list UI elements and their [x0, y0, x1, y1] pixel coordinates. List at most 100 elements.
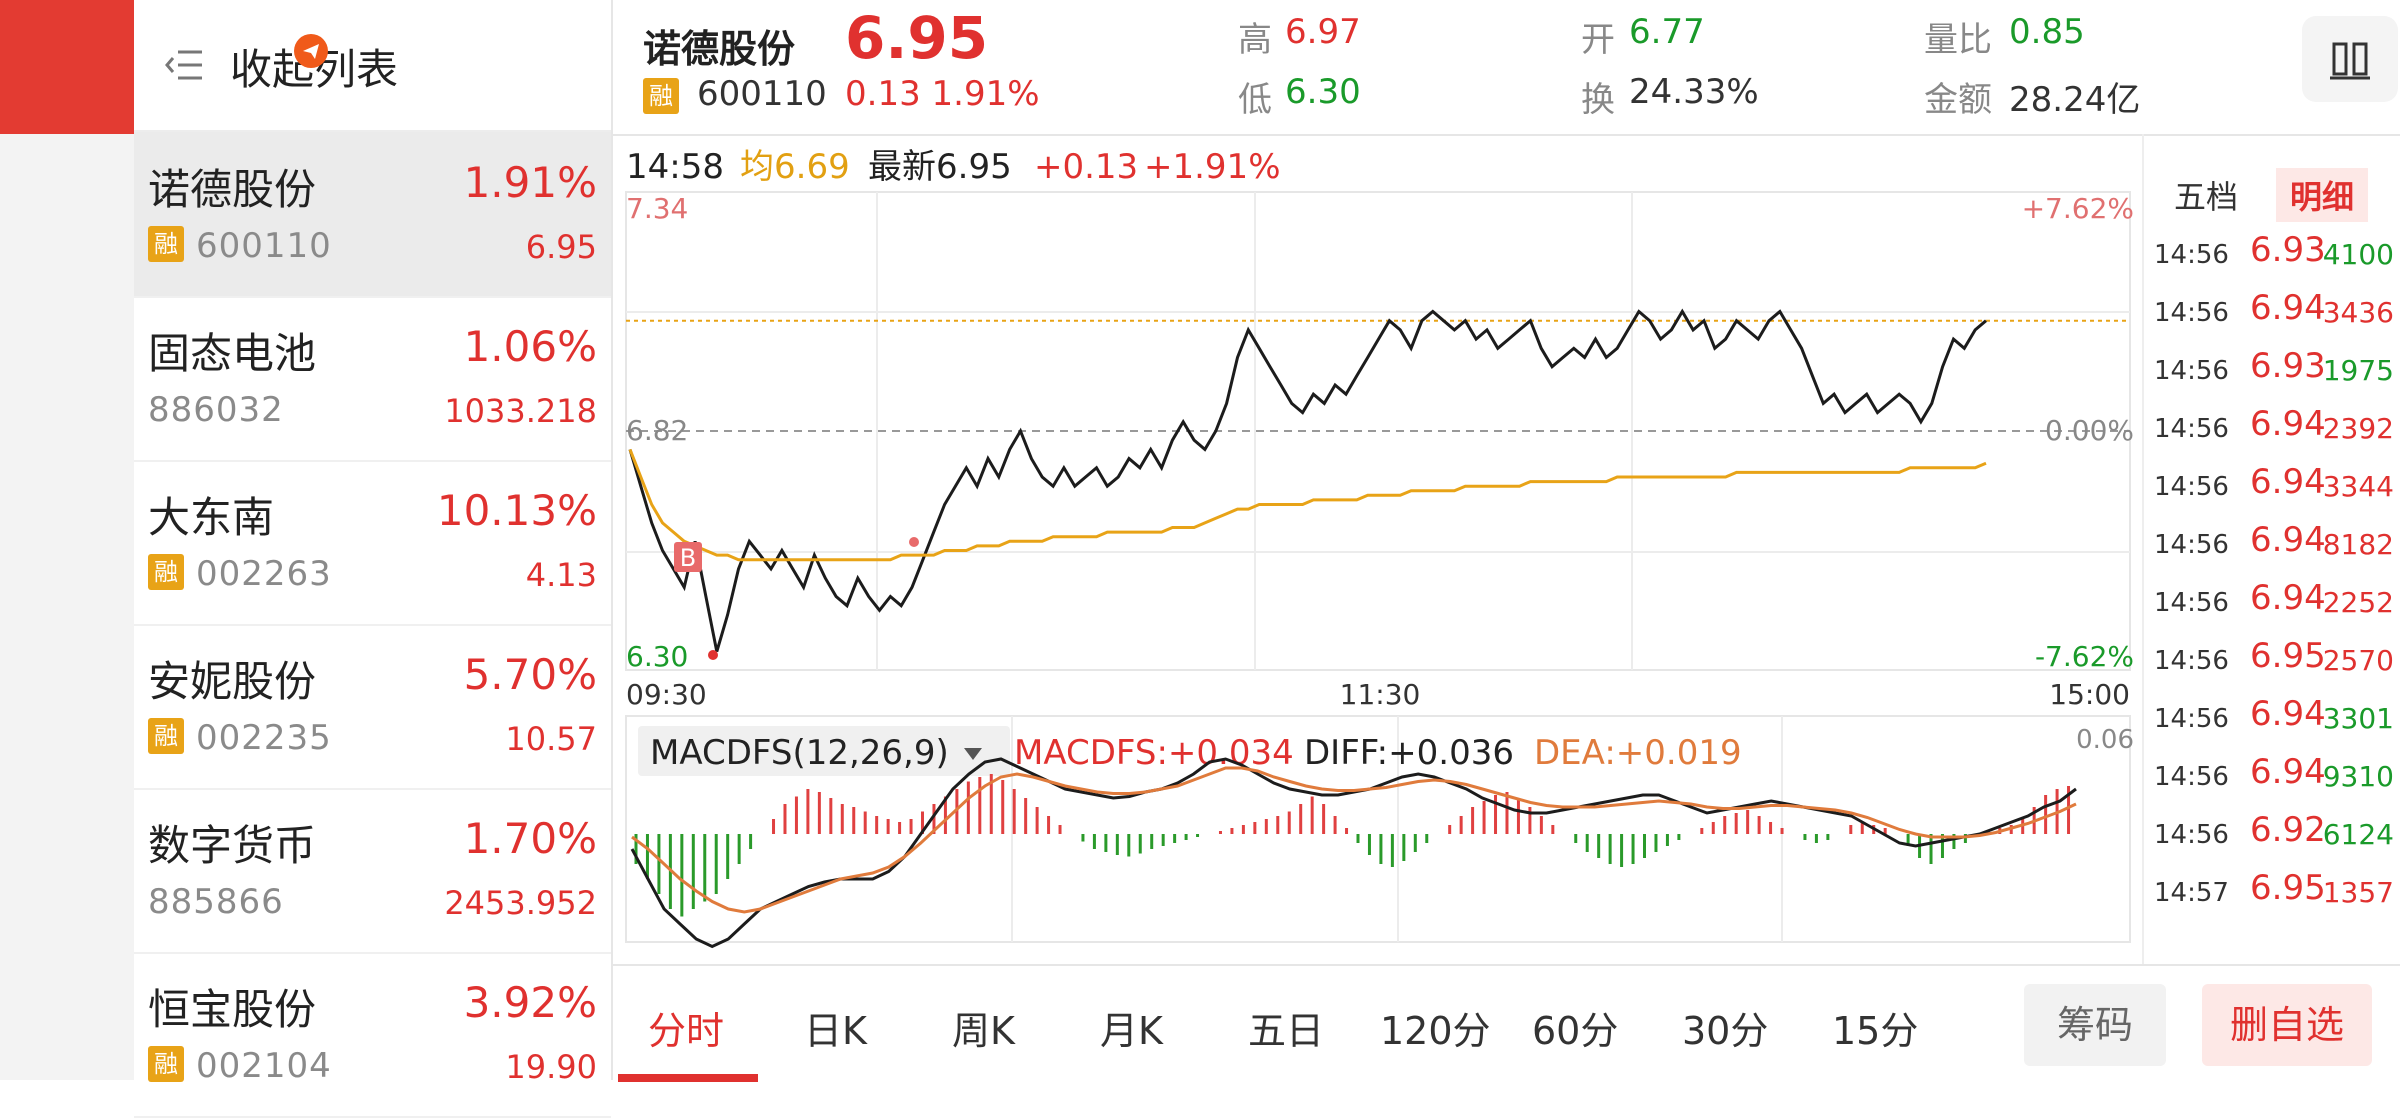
trade-row: 14:57 6.95 1357 — [2144, 864, 2400, 922]
watchlist-item[interactable]: 安妮股份 5.70% 融 002235 10.57 — [134, 624, 611, 790]
watchlist-item-change: 5.70% — [463, 650, 597, 699]
margin-badge: 融 — [148, 226, 184, 262]
trade-row: 14:56 6.92 6124 — [2144, 806, 2400, 864]
trade-time: 14:56 — [2154, 704, 2229, 734]
point-marker — [909, 537, 919, 547]
trade-volume: 3436 — [2322, 296, 2394, 329]
period-tab[interactable]: 120分 — [1380, 1009, 1491, 1053]
trade-price: 6.94 — [2250, 578, 2326, 618]
trade-row: 14:56 6.94 3344 — [2144, 458, 2400, 516]
menu-button[interactable] — [2302, 16, 2398, 102]
remove-favorite-button[interactable]: 删自选 — [2202, 984, 2372, 1066]
buy-marker — [674, 542, 702, 572]
period-tabs: 分时 日K 周K 月K 五日 120分 60分 30分 15分 筹码 删自选 — [612, 964, 2400, 1082]
more-icon — [2330, 42, 2370, 80]
macd-selector — [638, 726, 1010, 776]
period-tab[interactable]: 五日 — [1248, 1009, 1325, 1053]
chip-distribution-button[interactable]: 筹码 — [2024, 984, 2166, 1066]
collapse-list-icon[interactable] — [164, 48, 204, 82]
y-pct-top: +7.62% — [2022, 192, 2134, 225]
y-label-top: 7.34 — [626, 192, 688, 225]
x-tick-label: 09:30 — [626, 678, 707, 711]
open-label: 开 — [1581, 20, 1615, 60]
tab-trade-detail[interactable]: 明细 — [2276, 168, 2369, 222]
watchlist-item-name: 恒宝股份 — [148, 985, 317, 1034]
x-tick-label: 15:00 — [2049, 678, 2130, 711]
trade-volume: 2570 — [2322, 644, 2394, 677]
macd-ymax: 0.06 — [2076, 725, 2134, 755]
macd-frame — [625, 715, 2131, 943]
trade-price: 6.94 — [2250, 404, 2326, 444]
y-pct-bottom: -7.62% — [2035, 640, 2134, 673]
watchlist-item[interactable]: 诺德股份 1.91% 融 600110 6.95 — [134, 132, 611, 298]
watchlist-item[interactable]: 大东南 10.13% 融 002263 4.13 — [134, 460, 611, 626]
sidebar-header[interactable]: 收起列表 — [134, 0, 611, 132]
watchlist-item-name: 固态电池 — [148, 329, 317, 378]
x-tick-label: 11:30 — [1340, 678, 1421, 711]
trade-price: 6.94 — [2250, 694, 2326, 734]
trade-time: 14:56 — [2154, 820, 2229, 850]
stock-name: 诺德股份 — [643, 27, 796, 71]
trade-volume: 6124 — [2322, 818, 2394, 851]
trade-row: 14:56 6.94 8182 — [2144, 516, 2400, 574]
margin-badge: 融 — [148, 1046, 184, 1082]
watchlist-item[interactable]: 固态电池 1.06% 886032 1033.218 — [134, 296, 611, 462]
trade-detail-panel: 五档 明细 14:56 6.93 4100 14:56 6.94 3436 14:56 6.9… — [2142, 134, 2400, 964]
watchlist-sidebar: 收起列表 诺德股份 1.91% 融 600110 6.95 固态电池 1.06% 886032… — [134, 0, 613, 1118]
period-tab[interactable]: 30分 — [1682, 1009, 1769, 1053]
trade-time: 14:56 — [2154, 356, 2229, 386]
trade-row: 14:56 6.93 1975 — [2144, 342, 2400, 400]
macd-diff-value: DIFF:+0.036 — [1304, 733, 1514, 773]
trade-volume: 2252 — [2322, 586, 2394, 619]
trade-time: 14:56 — [2154, 762, 2229, 792]
watchlist-item-code: 885866 — [148, 882, 284, 922]
period-tab[interactable]: 日K — [804, 1009, 867, 1053]
watchlist-item[interactable]: 数字货币 1.70% 885866 2453.952 — [134, 788, 611, 954]
macd-value: MACDFS:+0.034 — [1014, 733, 1294, 773]
tab-order-book[interactable]: 五档 — [2174, 178, 2239, 216]
period-tab[interactable]: 分时 — [648, 1009, 725, 1053]
period-tab[interactable]: 月K — [1100, 1009, 1163, 1053]
chart-time: 14:58 — [626, 147, 724, 187]
trade-time: 14:56 — [2154, 588, 2229, 618]
trade-volume: 4100 — [2322, 238, 2394, 271]
trade-row: 14:56 6.93 4100 — [2144, 226, 2400, 284]
macd-dea-value: DEA:+0.019 — [1534, 733, 1742, 773]
trade-price: 6.92 — [2250, 810, 2326, 850]
trade-price: 6.95 — [2250, 868, 2326, 908]
watchlist-item-price: 6.95 — [525, 228, 597, 266]
low-point-marker — [708, 650, 718, 660]
trade-time: 14:57 — [2154, 878, 2229, 908]
amount-value: 28.24亿 — [2009, 80, 2141, 120]
buy-marker-label: B — [680, 544, 696, 572]
margin-badge: 融 — [148, 554, 184, 590]
turnover-value: 24.33% — [1629, 72, 1759, 112]
trade-volume: 1975 — [2322, 354, 2394, 387]
period-tab[interactable]: 15分 — [1832, 1009, 1919, 1053]
trade-time: 14:56 — [2154, 530, 2229, 560]
watchlist-item-name: 大东南 — [148, 493, 275, 542]
watchlist-item-code: 002263 — [196, 554, 332, 594]
trade-volume: 9310 — [2322, 760, 2394, 793]
stock-code: 600110 — [697, 74, 827, 114]
watchlist-item-name: 诺德股份 — [148, 165, 317, 214]
watchlist-item-price: 19.90 — [505, 1048, 597, 1086]
macd-indicator-label: MACDFS(12,26,9) — [650, 733, 949, 773]
margin-badge: 融 — [643, 78, 679, 114]
trade-price: 6.93 — [2250, 346, 2326, 386]
watchlist-item-code: 002104 — [196, 1046, 332, 1086]
intraday-chart[interactable]: B 7.34 6.82 6.30 +7.62% 0.00% -7.62% 09:30 11:30… — [612, 134, 2142, 964]
watchlist-item-price: 2453.952 — [444, 884, 597, 922]
watchlist-item-change: 1.91% — [463, 158, 597, 207]
low-label: 低 — [1238, 80, 1272, 120]
watchlist-item-price: 4.13 — [525, 556, 597, 594]
watchlist-item[interactable]: 恒宝股份 3.92% 融 002104 19.90 — [134, 952, 611, 1118]
low-value: 6.30 — [1285, 72, 1361, 112]
trade-time: 14:56 — [2154, 298, 2229, 328]
period-tab[interactable]: 60分 — [1532, 1009, 1619, 1053]
macd-diff-line — [630, 757, 2077, 949]
period-tab[interactable]: 周K — [952, 1009, 1015, 1053]
watchlist-item-price: 1033.218 — [444, 392, 597, 430]
trade-row: 14:56 6.94 2392 — [2144, 400, 2400, 458]
chart-avg-price: 均6.69 — [740, 147, 850, 187]
